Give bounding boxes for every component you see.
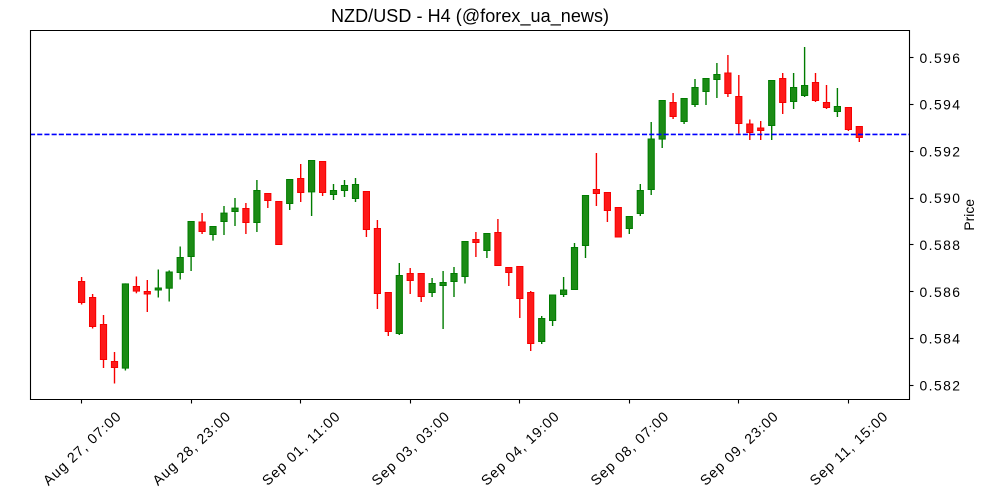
svg-text:NZD/USD - H4 (@forex_ua_news): NZD/USD - H4 (@forex_ua_news) [331, 6, 609, 27]
svg-text:Price: Price [961, 199, 977, 231]
svg-text:0.590: 0.590 [920, 190, 961, 206]
svg-text:0.584: 0.584 [920, 331, 961, 347]
svg-text:0.592: 0.592 [920, 143, 961, 159]
svg-text:0.588: 0.588 [920, 237, 961, 253]
svg-text:0.582: 0.582 [920, 377, 961, 393]
svg-text:0.594: 0.594 [920, 97, 961, 113]
svg-text:0.586: 0.586 [920, 284, 961, 300]
svg-text:0.596: 0.596 [920, 50, 961, 66]
